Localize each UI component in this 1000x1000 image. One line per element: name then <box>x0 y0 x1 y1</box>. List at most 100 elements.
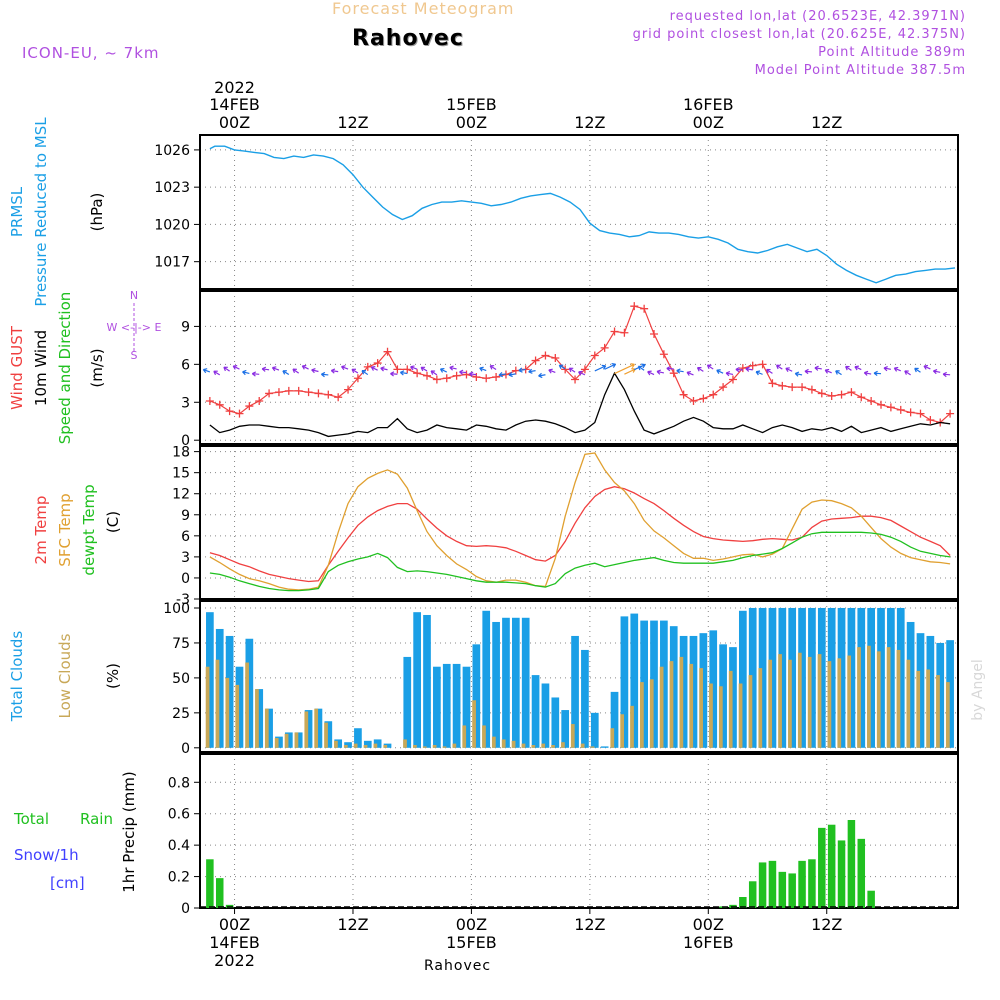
wind-direction-arrow <box>410 365 418 371</box>
gust-marker <box>798 383 807 392</box>
low-cloud-bar <box>521 743 526 748</box>
wind-direction-arrow <box>399 370 408 376</box>
low-cloud-bar <box>570 724 575 748</box>
total-cloud-bar <box>235 666 244 748</box>
gust-marker <box>314 389 323 398</box>
wind-direction-arrow <box>863 370 872 376</box>
total-cloud-bar <box>679 635 688 748</box>
wind-direction-arrow <box>785 367 793 373</box>
temp-2m-line <box>209 486 951 583</box>
low-cloud-bar <box>748 675 753 748</box>
rain-bar <box>758 862 767 908</box>
total-cloud-bar <box>689 635 698 748</box>
total-cloud-bar <box>245 638 254 748</box>
y-tick-label: 15 <box>172 466 190 482</box>
low-cloud-bar <box>669 661 674 748</box>
bottom-date-label: 14FEB <box>209 933 260 952</box>
total-cloud-bar <box>225 635 234 748</box>
wind-direction-arrow <box>775 364 783 370</box>
total-cloud-bar <box>877 607 885 748</box>
wind-direction-arrow <box>320 371 329 378</box>
gust-marker <box>373 359 382 368</box>
rain-bar <box>827 824 836 908</box>
low-clouds-label: Low Clouds <box>56 633 74 718</box>
total-cloud-bar <box>837 607 846 748</box>
wind-direction-arrow <box>548 368 556 374</box>
gust-marker <box>580 365 589 374</box>
temp-unit: (C) <box>104 511 122 533</box>
y-tick-label: 1017 <box>154 255 190 271</box>
wind-label: 10m Wind <box>32 330 50 406</box>
low-cloud-bar <box>709 683 713 748</box>
gust-marker <box>640 304 649 313</box>
total-cloud-bar <box>620 616 629 748</box>
total-cloud-bar <box>650 620 658 748</box>
total-cloud-bar <box>334 739 343 748</box>
gust-marker <box>926 415 935 424</box>
rain-bar <box>867 890 875 908</box>
wind-direction-arrow <box>914 367 921 373</box>
low-cloud-bar <box>847 655 852 748</box>
wind-direction-arrow <box>706 364 714 370</box>
rain-bar <box>768 860 777 908</box>
top-year-label: 2022 <box>214 78 255 97</box>
wind-direction-arrow <box>479 366 487 372</box>
gust-marker <box>344 385 353 394</box>
location-title: Rahovec <box>352 26 464 51</box>
top-time-label: 00Z <box>693 113 724 132</box>
low-cloud-bar <box>699 668 703 748</box>
low-cloud-bar <box>491 736 496 748</box>
low-cloud-bar <box>245 662 249 748</box>
wind-direction-arrow <box>439 367 448 373</box>
rain-bar <box>748 881 757 908</box>
wind-direction-arrow <box>311 368 319 374</box>
y-tick-label: 0 <box>181 741 190 757</box>
wind-direction-arrow <box>686 370 694 376</box>
gust-marker <box>423 371 432 380</box>
wind-direction-arrow <box>420 366 428 372</box>
gust-marker <box>353 374 362 383</box>
low-cloud-bar <box>452 743 457 748</box>
bottom-time-label: 12Z <box>811 915 842 934</box>
gust-marker <box>511 366 520 375</box>
top-time-label: 12Z <box>337 113 368 132</box>
low-cloud-bar <box>896 649 901 748</box>
low-cloud-bar <box>531 745 536 748</box>
gust-marker <box>600 343 609 352</box>
low-cloud-bar <box>718 686 723 748</box>
wind-direction-arrow <box>459 369 467 375</box>
gust-marker <box>393 365 402 374</box>
gust-marker <box>403 365 412 374</box>
rain-bar <box>778 871 787 908</box>
total-cloud-bar <box>255 689 264 748</box>
low-cloud-bar <box>353 743 358 748</box>
low-cloud-bar <box>412 745 417 748</box>
gust-marker <box>650 329 659 338</box>
panel-pressure <box>194 134 959 290</box>
gust-marker <box>679 390 688 399</box>
gust-marker <box>452 371 461 380</box>
total-cloud-bar <box>590 712 599 748</box>
low-cloud-bar <box>788 659 792 748</box>
top-time-label: 12Z <box>811 113 842 132</box>
total-cloud-bar <box>640 620 648 748</box>
gust-marker <box>857 393 866 402</box>
wind-direction-arrow <box>873 370 882 377</box>
dewpt-label: dewpt Temp <box>80 484 98 575</box>
wind-direction-arrow <box>282 370 290 376</box>
low-cloud-bar <box>639 682 644 748</box>
y-tick-label: 18 <box>172 445 190 461</box>
rain-label-2: Rain <box>80 810 113 828</box>
panel-clouds <box>194 600 959 753</box>
gust-marker <box>334 393 343 402</box>
total-cloud-bar <box>442 663 451 748</box>
panel-precip <box>194 753 959 909</box>
gust-marker <box>788 383 797 392</box>
gust-marker <box>778 381 787 390</box>
top-time-label: 00Z <box>456 113 487 132</box>
total-cloud-bar <box>482 610 491 748</box>
wind-direction-arrow <box>361 370 369 376</box>
gust-marker <box>906 408 915 417</box>
